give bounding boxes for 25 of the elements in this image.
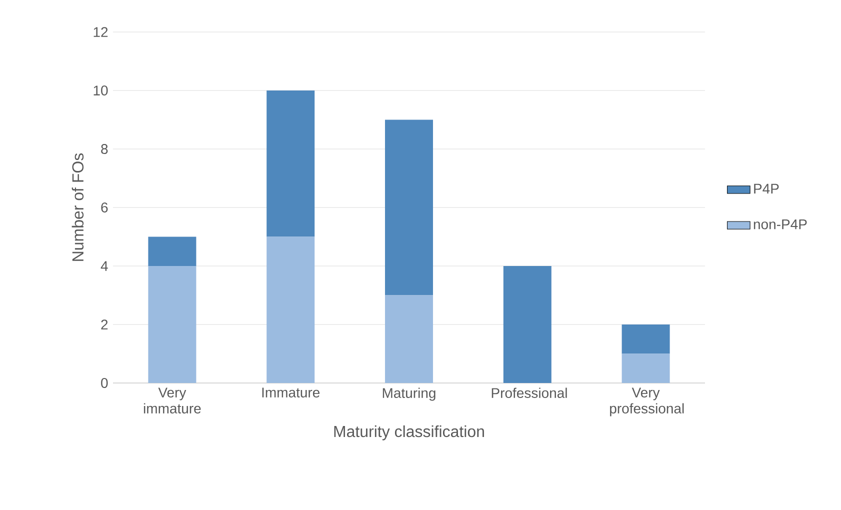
x-tick-label: Immature <box>262 388 320 398</box>
x-tick-label: Professional <box>492 388 567 398</box>
bar <box>385 295 433 383</box>
y-tick-label: 2 <box>101 320 108 330</box>
legend-label: P4P <box>754 184 779 194</box>
x-tick-label: Maturing <box>382 388 436 401</box>
x-tick-label: Very professional <box>610 388 684 416</box>
bar <box>622 354 670 383</box>
y-tick-label: 4 <box>100 261 108 271</box>
bar <box>148 236 196 266</box>
bar <box>503 266 552 383</box>
bar <box>266 236 315 383</box>
bar <box>622 324 670 354</box>
x-axis-title: Maturity classification <box>334 425 484 440</box>
y-tick-label: 12 <box>94 27 108 37</box>
x-tick-label: Very immature <box>144 388 201 414</box>
y-tick-label: 8 <box>101 144 108 154</box>
bar <box>148 266 196 383</box>
bar <box>385 120 433 296</box>
y-tick-label: 6 <box>101 202 108 212</box>
bar <box>266 90 315 237</box>
y-tick-label: 0 <box>101 378 108 388</box>
legend-label: non-P4P <box>754 220 807 230</box>
y-tick-label: 10 <box>94 86 108 96</box>
y-axis-title: Number of FOs <box>72 153 84 261</box>
